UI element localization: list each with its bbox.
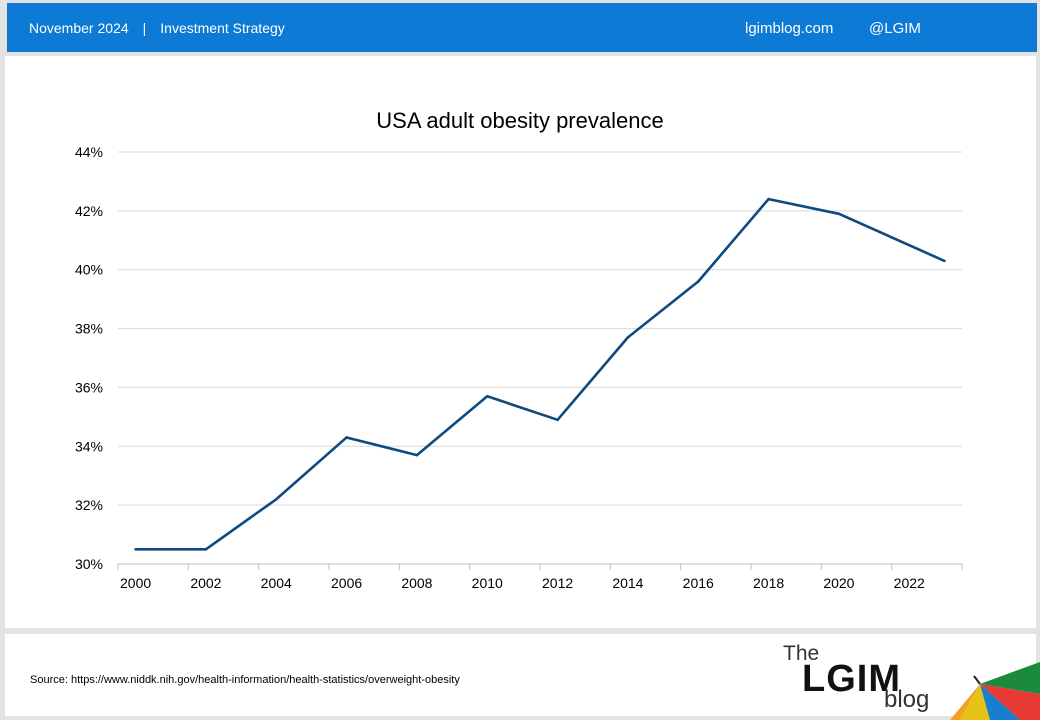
x-tick-label: 2002 bbox=[190, 575, 221, 591]
logo-the: The bbox=[783, 642, 820, 665]
y-tick-label: 42% bbox=[75, 203, 103, 219]
x-tick-label: 2000 bbox=[120, 575, 151, 591]
data-point bbox=[204, 547, 208, 551]
x-tick-label: 2020 bbox=[823, 575, 854, 591]
y-tick-label: 30% bbox=[75, 556, 103, 572]
x-tick-label: 2010 bbox=[472, 575, 503, 591]
site-link[interactable]: lgimblog.com bbox=[745, 20, 834, 37]
series-line bbox=[135, 197, 945, 551]
chart-title: USA adult obesity prevalence bbox=[376, 108, 664, 133]
chart-panel bbox=[5, 56, 1036, 628]
header-date: November 2024 bbox=[29, 20, 129, 36]
logo-lgim: LGIM bbox=[802, 658, 901, 700]
x-tick-label: 2022 bbox=[894, 575, 925, 591]
header-bar: November 2024 | Investment Strategy lgimbl… bbox=[7, 3, 1037, 52]
x-tick-label: 2016 bbox=[683, 575, 714, 591]
data-point bbox=[274, 497, 278, 501]
data-point bbox=[134, 547, 137, 551]
x-tick-label: 2012 bbox=[542, 575, 573, 591]
line-chart: 30% 32% 34% 36% 38% 40% 42% 44% 2000 2002 2004 2006… bbox=[75, 144, 963, 591]
x-tick-label: 2014 bbox=[612, 575, 643, 591]
y-tick-label: 36% bbox=[75, 379, 103, 395]
data-point bbox=[943, 259, 946, 263]
data-point bbox=[556, 418, 559, 422]
data-point bbox=[626, 336, 630, 339]
header-meta: November 2024 | Investment Strategy bbox=[29, 20, 285, 36]
data-point bbox=[345, 436, 348, 439]
logo-blog: blog bbox=[884, 686, 930, 713]
data-point bbox=[485, 394, 489, 398]
header-section: Investment Strategy bbox=[160, 20, 285, 36]
data-point bbox=[837, 212, 841, 216]
x-tick-label: 2008 bbox=[401, 575, 432, 591]
umbrella-icon bbox=[950, 662, 1040, 720]
lgim-blog-logo: The LGIM blog bbox=[780, 640, 1040, 720]
data-point bbox=[767, 197, 770, 201]
y-tick-label: 44% bbox=[75, 144, 103, 160]
x-tick-label: 2018 bbox=[753, 575, 784, 591]
data-point bbox=[415, 453, 419, 457]
y-tick-label: 40% bbox=[75, 262, 103, 278]
header-separator: | bbox=[142, 20, 147, 36]
y-tick-label: 34% bbox=[75, 438, 103, 454]
x-tick-label: 2006 bbox=[331, 575, 362, 591]
y-tick-label: 38% bbox=[75, 321, 103, 337]
footer-panel bbox=[5, 634, 1036, 716]
y-tick-label: 32% bbox=[75, 497, 103, 513]
x-tick-label: 2004 bbox=[261, 575, 292, 591]
source-note: Source: https://www.niddk.nih.gov/health… bbox=[30, 674, 460, 686]
twitter-handle-link[interactable]: @LGIM bbox=[869, 20, 921, 37]
data-point bbox=[696, 280, 700, 283]
